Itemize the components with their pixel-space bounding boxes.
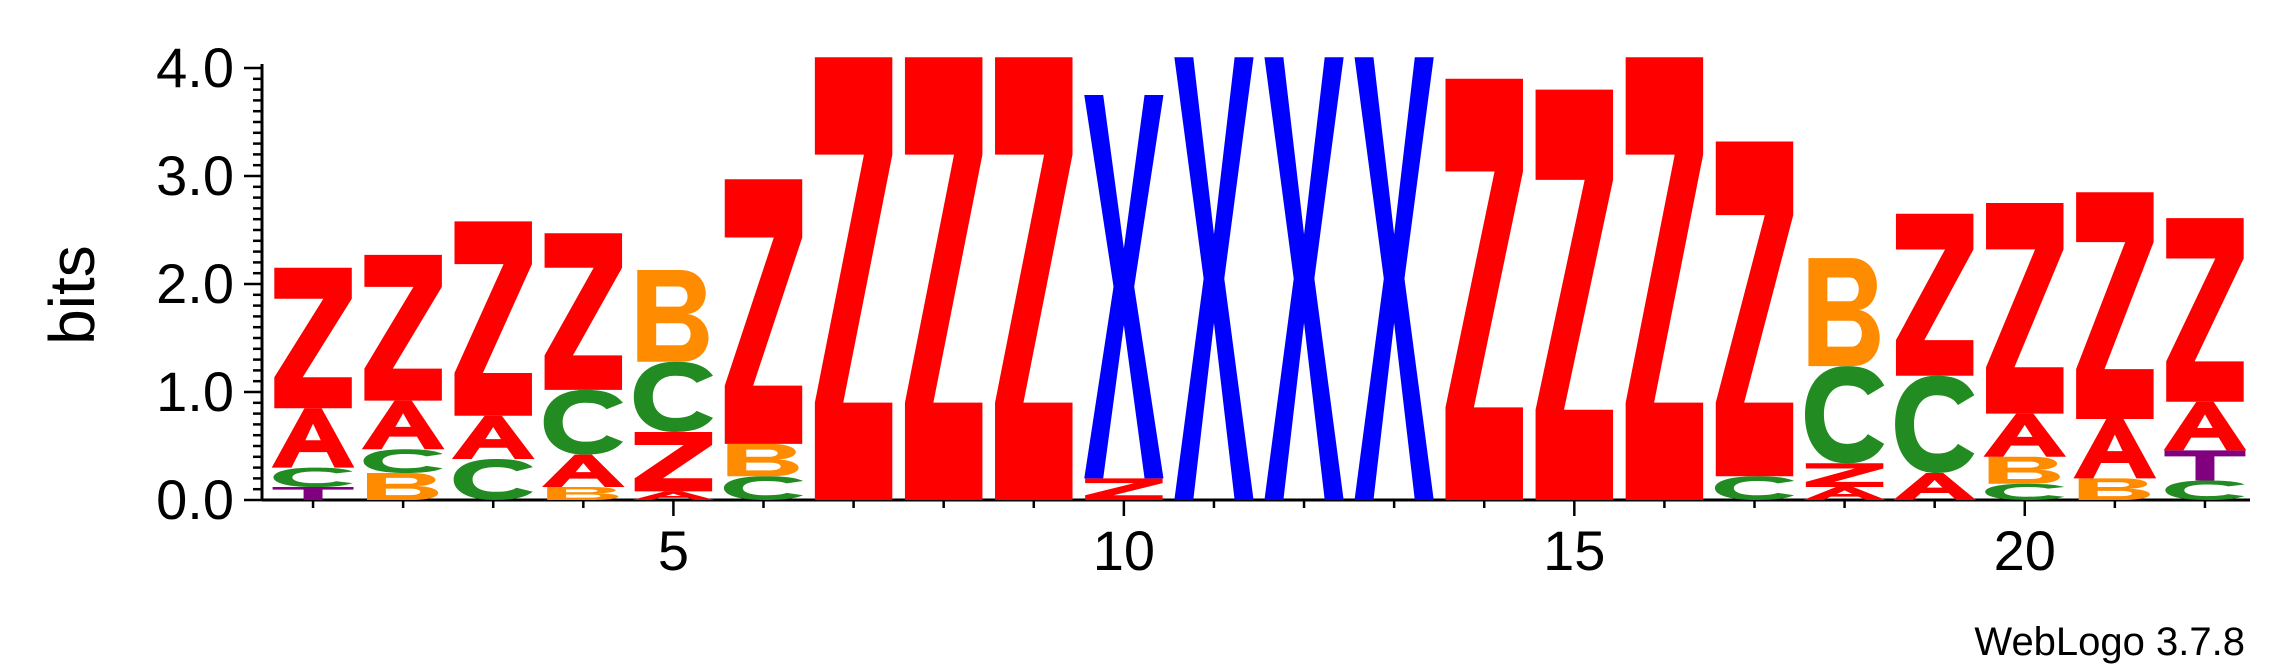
- logo-stack-17: [1714, 141, 1795, 500]
- logo-stack-10: [1084, 95, 1164, 500]
- logo-letter-C: [1985, 483, 2065, 500]
- logo-stack-5: [632, 269, 715, 500]
- y-tick-label: 1.0: [156, 360, 234, 423]
- logo-letter-B: [727, 443, 799, 477]
- logo-letter-Z: [904, 57, 983, 500]
- logo-letter-X: [1084, 95, 1164, 479]
- x-tick-label: 15: [1543, 519, 1605, 582]
- logo-stack-4: [541, 233, 625, 500]
- x-tick-label: 10: [1093, 519, 1155, 582]
- logo-letter-X: [1354, 57, 1434, 500]
- logo-letter-Z: [724, 179, 803, 444]
- logo-letter-X: [1264, 57, 1344, 500]
- logo-stack-22: [2163, 218, 2247, 500]
- logo-letter-Z: [1986, 203, 2064, 414]
- logo-stack-16: [1625, 57, 1704, 500]
- x-axis: 5 10 15 20: [262, 498, 2250, 582]
- logo-stack-20: [1983, 203, 2067, 500]
- logo-stack-8: [904, 57, 983, 500]
- y-tick-label: 2.0: [156, 252, 234, 315]
- logo-letter-A: [541, 454, 625, 488]
- logo-stack-21: [2073, 192, 2157, 500]
- logo-letter-C: [273, 467, 353, 488]
- logo-letter-Z: [1715, 141, 1794, 477]
- logo-stack-19: [1893, 213, 1977, 500]
- logo-letter-B: [547, 487, 619, 500]
- logo-stack-3: [451, 221, 535, 500]
- logo-letter-A: [2073, 419, 2157, 479]
- logo-letter-Z: [364, 254, 442, 401]
- y-tick-label: 4.0: [156, 36, 234, 99]
- logo-stacks: [271, 57, 2247, 501]
- logo-letter-Z: [544, 233, 623, 390]
- logo-letter-B: [1988, 456, 2060, 484]
- logo-letter-C: [723, 476, 804, 500]
- logo-stack-1: [271, 267, 355, 500]
- weblogo-footer: WebLogo 3.7.8: [1974, 620, 2245, 664]
- logo-letter-A: [361, 400, 445, 450]
- logo-letter-Z: [634, 431, 713, 492]
- logo-letter-Z: [1895, 213, 1974, 376]
- logo-letter-B: [366, 473, 439, 500]
- y-tick-label: 3.0: [156, 144, 234, 207]
- logo-letter-Z: [454, 221, 532, 416]
- y-tick-label: 0.0: [156, 468, 234, 531]
- x-tick-label: 5: [658, 519, 689, 582]
- logo-stack-11: [1174, 57, 1254, 500]
- logo-letter-Z: [274, 267, 352, 409]
- x-tick-label: 20: [1994, 519, 2056, 582]
- y-axis: 0.0 1.0 2.0 3.0 4.0: [156, 36, 264, 531]
- logo-letter-C: [1804, 366, 1885, 464]
- logo-stack-13: [1354, 57, 1434, 500]
- logo-letter-Z: [2076, 192, 2154, 419]
- logo-stack-7: [814, 57, 893, 500]
- logo-letter-Z: [1085, 478, 1163, 500]
- logo-letter-Z: [1445, 78, 1523, 501]
- logo-letter-Z: [2166, 218, 2244, 402]
- logo-letter-C: [453, 458, 533, 500]
- logo-letter-B: [1808, 258, 1880, 367]
- logo-letter-T: [2164, 450, 2246, 481]
- logo-letter-T: [272, 487, 354, 500]
- logo-letter-C: [633, 361, 714, 432]
- logo-stack-15: [1535, 89, 1614, 500]
- y-axis-label: bits: [36, 245, 108, 345]
- logo-letter-Z: [995, 57, 1073, 500]
- logo-letter-A: [451, 415, 535, 459]
- logo-letter-C: [2165, 480, 2245, 500]
- logo-letter-A: [2163, 401, 2247, 451]
- logo-letter-B: [637, 269, 709, 362]
- logo-letter-X: [1174, 57, 1254, 500]
- logo-letter-C: [1895, 375, 1975, 473]
- logo-letter-Z: [814, 57, 893, 500]
- logo-letter-Z: [1805, 463, 1884, 488]
- logo-letter-C: [1714, 476, 1795, 500]
- logo-letter-A: [271, 408, 355, 468]
- logo-stack-14: [1445, 78, 1523, 501]
- logo-stack-2: [361, 254, 445, 500]
- logo-letter-A: [632, 491, 715, 500]
- logo-letter-B: [2078, 478, 2150, 500]
- logo-stack-9: [995, 57, 1073, 500]
- logo-letter-C: [543, 389, 623, 455]
- logo-letter-A: [1893, 473, 1977, 500]
- logo-letter-Z: [1535, 89, 1614, 500]
- logo-letter-C: [363, 449, 443, 473]
- logo-stack-18: [1803, 258, 1886, 500]
- logo-letter-A: [1803, 487, 1886, 500]
- logo-letter-A: [1983, 413, 2067, 457]
- logo-letter-Z: [1625, 57, 1704, 500]
- logo-stack-6: [723, 179, 804, 500]
- logo-stack-12: [1264, 57, 1344, 500]
